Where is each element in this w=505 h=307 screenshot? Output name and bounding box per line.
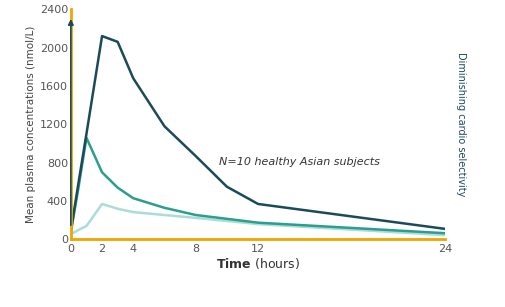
Y-axis label: Diminishing cardio selectivity: Diminishing cardio selectivity xyxy=(456,52,466,196)
Text: N=10 healthy Asian subjects: N=10 healthy Asian subjects xyxy=(219,157,379,167)
X-axis label: $\bf{Time}$ (hours): $\bf{Time}$ (hours) xyxy=(216,256,299,271)
Y-axis label: Mean plasma concentrations (nmol/L): Mean plasma concentrations (nmol/L) xyxy=(26,26,35,223)
